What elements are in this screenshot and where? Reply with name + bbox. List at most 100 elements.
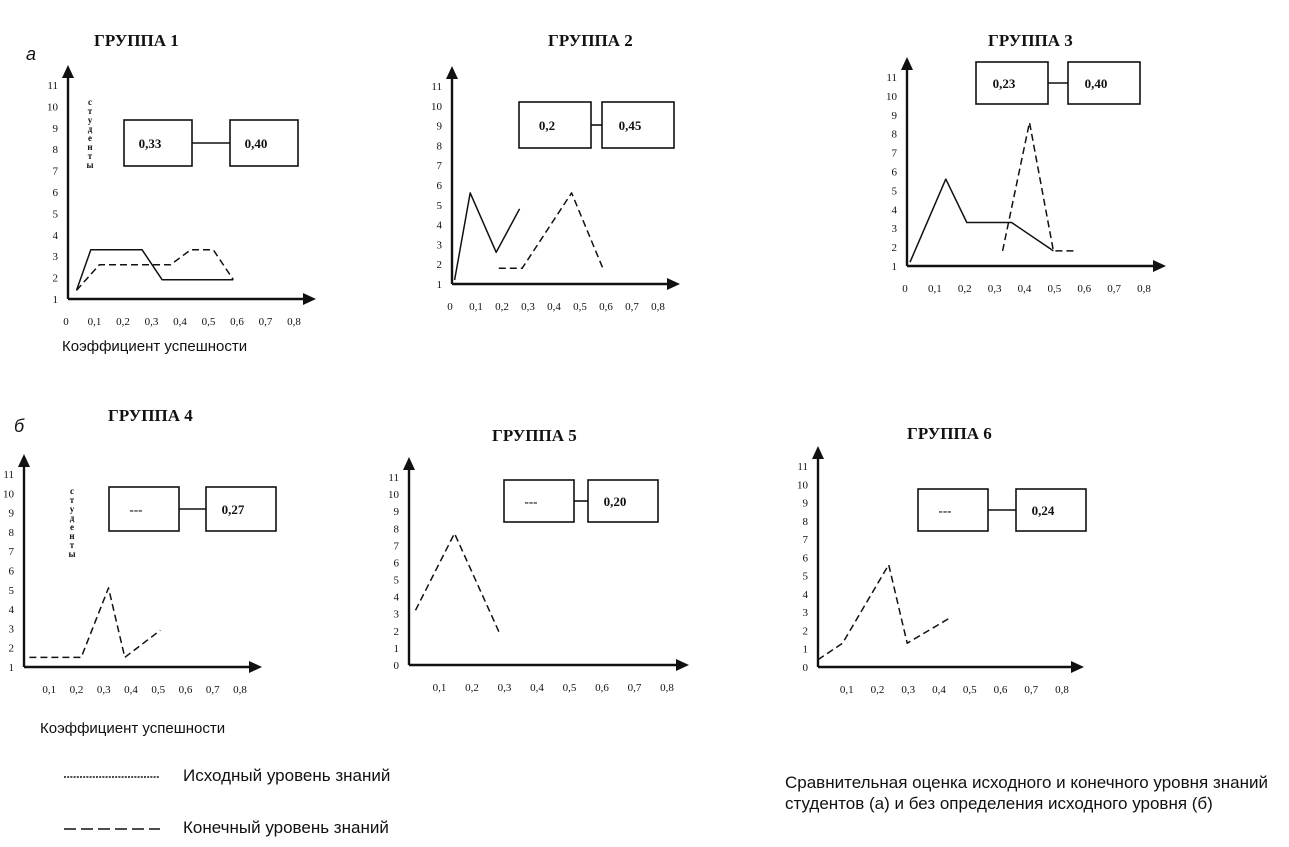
- x-tick-label: 0,4: [932, 684, 946, 696]
- y-tick-label: 0: [803, 662, 809, 674]
- x-tick-label: 0,2: [495, 301, 509, 313]
- x-tick-label: 0,5: [573, 301, 587, 313]
- x-tick-label: 0: [447, 301, 453, 313]
- y-axis-arrow-5: [403, 457, 415, 470]
- y-tick-label: 10: [797, 479, 809, 491]
- y-axis-label-char: с: [70, 486, 74, 496]
- x-tick-label: 0,4: [124, 684, 138, 696]
- initial-coefficient-value: ---: [130, 502, 143, 517]
- y-tick-label: 3: [892, 223, 898, 235]
- chart-title-2: ГРУППА 2: [548, 31, 633, 50]
- x-axis-arrow-3: [1153, 260, 1166, 272]
- y-axis-label-char: т: [88, 151, 93, 161]
- final-coefficient-value: 0,27: [222, 502, 245, 517]
- x-tick-label: 0,5: [563, 682, 577, 694]
- y-tick-label: 10: [886, 91, 898, 103]
- y-tick-label: 9: [803, 498, 809, 510]
- y-axis-label-char: с: [88, 97, 92, 107]
- initial-coefficient-box: [975, 61, 1049, 105]
- y-tick-label: 6: [394, 557, 400, 569]
- y-axis-arrow-2: [446, 66, 458, 79]
- x-tick-label: 0,3: [97, 684, 111, 696]
- x-axis-arrow-5: [676, 659, 689, 671]
- y-axis-arrow-3: [901, 57, 913, 70]
- x-axis-arrow-4: [249, 661, 262, 673]
- x-tick-label: 0,3: [521, 301, 535, 313]
- x-tick-label: 0,2: [116, 316, 130, 328]
- series-final-line-2: [498, 192, 604, 269]
- y-tick-label: 6: [803, 552, 809, 564]
- y-tick-label: 2: [9, 643, 15, 655]
- final-coefficient-box: [587, 479, 659, 523]
- x-tick-label: 0,2: [958, 283, 972, 295]
- series-final-line-5: [414, 532, 501, 635]
- initial-coefficient-value: ---: [525, 494, 538, 509]
- x-axis-arrow-6: [1071, 661, 1084, 673]
- x-tick-label: 0,3: [988, 283, 1002, 295]
- y-axis-label-char: д: [70, 513, 75, 523]
- final-coefficient-box: [1067, 61, 1141, 105]
- y-tick-label: 1: [394, 643, 400, 655]
- x-tick-label: 0,7: [206, 684, 220, 696]
- x-tick-label: 0,6: [230, 316, 244, 328]
- y-tick-label: 2: [394, 626, 400, 638]
- x-tick-label: 0,6: [179, 684, 193, 696]
- y-tick-label: 8: [437, 140, 443, 152]
- y-tick-label: 1: [892, 261, 898, 273]
- y-axis-arrow-6: [812, 446, 824, 459]
- x-tick-label: 0,8: [233, 684, 247, 696]
- x-tick-label: 0,7: [1024, 684, 1038, 696]
- series-final-line-1: [75, 249, 234, 291]
- y-tick-label: 10: [431, 101, 443, 113]
- panel-label-b: б: [14, 416, 25, 436]
- y-tick-label: 1: [437, 279, 443, 291]
- y-tick-label: 8: [53, 144, 59, 156]
- x-tick-label: 0,5: [202, 316, 216, 328]
- y-axis-label-char: е: [88, 133, 92, 143]
- x-tick-label: 0,2: [871, 684, 885, 696]
- y-tick-label: 9: [394, 506, 400, 518]
- x-tick-label: 0,6: [1077, 283, 1091, 295]
- legend-line-final: [64, 828, 160, 830]
- initial-coefficient-box: [108, 486, 180, 532]
- legend-final-label: Конечный уровень знаний: [183, 818, 389, 837]
- y-axis-label-char: е: [70, 522, 74, 532]
- figure-caption: Сравнительная оценка исходного и конечно…: [785, 773, 1268, 813]
- x-tick-label: 0,8: [1055, 684, 1069, 696]
- chart-title-6: ГРУППА 6: [907, 424, 992, 443]
- chart-title-1: ГРУППА 1: [94, 31, 179, 50]
- x-tick-label: 0,6: [595, 682, 609, 694]
- x-tick-label: 0,1: [840, 684, 854, 696]
- y-tick-label: 6: [892, 167, 898, 179]
- x-tick-label: 0,5: [963, 684, 977, 696]
- x-tick-label: 0,7: [259, 316, 273, 328]
- final-coefficient-value: 0,20: [604, 494, 627, 509]
- x-axis-label-group4: Коэффициент успешности: [40, 720, 226, 737]
- initial-coefficient-box: [917, 488, 989, 532]
- y-tick-label: 11: [797, 461, 808, 473]
- y-tick-label: 3: [394, 609, 400, 621]
- y-tick-label: 11: [431, 81, 442, 93]
- chart-group-2: ГРУППА 2 0 0,1 0,2 0,3 0,4 0,5 0,6 0,7 0,8 1 2 3 4 5 6 7…: [431, 31, 680, 313]
- x-tick-label: 0,2: [465, 682, 479, 694]
- y-tick-label: 5: [53, 208, 59, 220]
- legend-line-initial: [64, 776, 160, 778]
- x-tick-label: 0,3: [145, 316, 159, 328]
- y-axis-label-char: у: [70, 504, 75, 514]
- y-tick-label: 9: [892, 110, 898, 122]
- y-tick-label: 3: [53, 251, 59, 263]
- series-final-line-3: [1001, 121, 1078, 252]
- y-tick-label: 4: [9, 604, 15, 616]
- y-tick-label: 8: [9, 527, 15, 539]
- x-tick-label: 0,4: [530, 682, 544, 694]
- y-tick-label: 7: [892, 148, 898, 160]
- y-axis-label-char: н: [87, 142, 92, 152]
- y-tick-label: 6: [437, 180, 443, 192]
- y-tick-label: 7: [9, 546, 15, 558]
- y-tick-label: 7: [437, 160, 443, 172]
- x-tick-label: 0,8: [1137, 283, 1151, 295]
- x-tick-label: 0,4: [1018, 283, 1032, 295]
- x-tick-label: 0,1: [42, 684, 56, 696]
- x-tick-label: 0,6: [994, 684, 1008, 696]
- series-initial-line-3: [909, 178, 1054, 263]
